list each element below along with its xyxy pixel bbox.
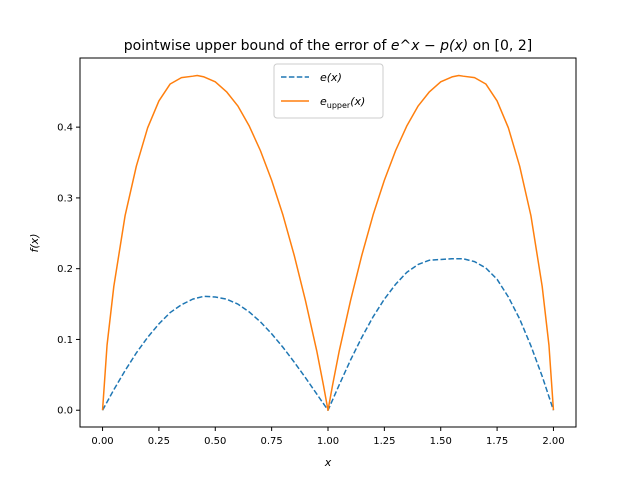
x-tick-label: 1.00 [317, 436, 339, 447]
x-tick-label: 0.00 [91, 436, 113, 447]
y-tick-label: 0.3 [57, 193, 73, 204]
legend-label-e: e(x) [320, 71, 342, 84]
title-prefix: pointwise upper bound of the error of [124, 38, 391, 54]
x-tick-label: 1.50 [430, 436, 452, 447]
x-tick-label: 2.00 [542, 436, 564, 447]
x-axis-label: x [324, 456, 332, 469]
y-tick-label: 0.0 [57, 406, 73, 417]
legend-label-e-upper: eupper(x) [320, 95, 365, 110]
x-tick-label: 0.50 [204, 436, 226, 447]
y-tick-label: 0.2 [57, 264, 73, 275]
x-tick-label: 0.25 [148, 436, 170, 447]
chart-title: pointwise upper bound of the error of e^… [124, 38, 532, 54]
y-tick-label: 0.1 [57, 335, 73, 346]
x-tick-label: 1.75 [486, 436, 508, 447]
x-tick-label: 0.75 [261, 436, 283, 447]
y-axis-label: f(x) [28, 234, 41, 253]
legend-label-e-upper-tail: (x) [350, 95, 365, 108]
series-line-e-upper [101, 74, 555, 411]
legend-label-e-upper-sub: upper [327, 101, 351, 110]
title-expr: e^x − p(x) [391, 38, 468, 54]
y-tick-label: 0.4 [57, 123, 73, 134]
title-suffix: on [0, 2] [468, 38, 532, 54]
x-tick-label: 1.25 [373, 436, 395, 447]
legend: e(x) eupper(x) [273, 63, 384, 119]
plot-area [101, 74, 555, 411]
legend-label-e-upper-base: e [320, 95, 327, 108]
axes: 0.00 0.25 0.50 0.75 1.00 1.25 1.50 1.75 2.00 0.0 0… [57, 57, 577, 447]
